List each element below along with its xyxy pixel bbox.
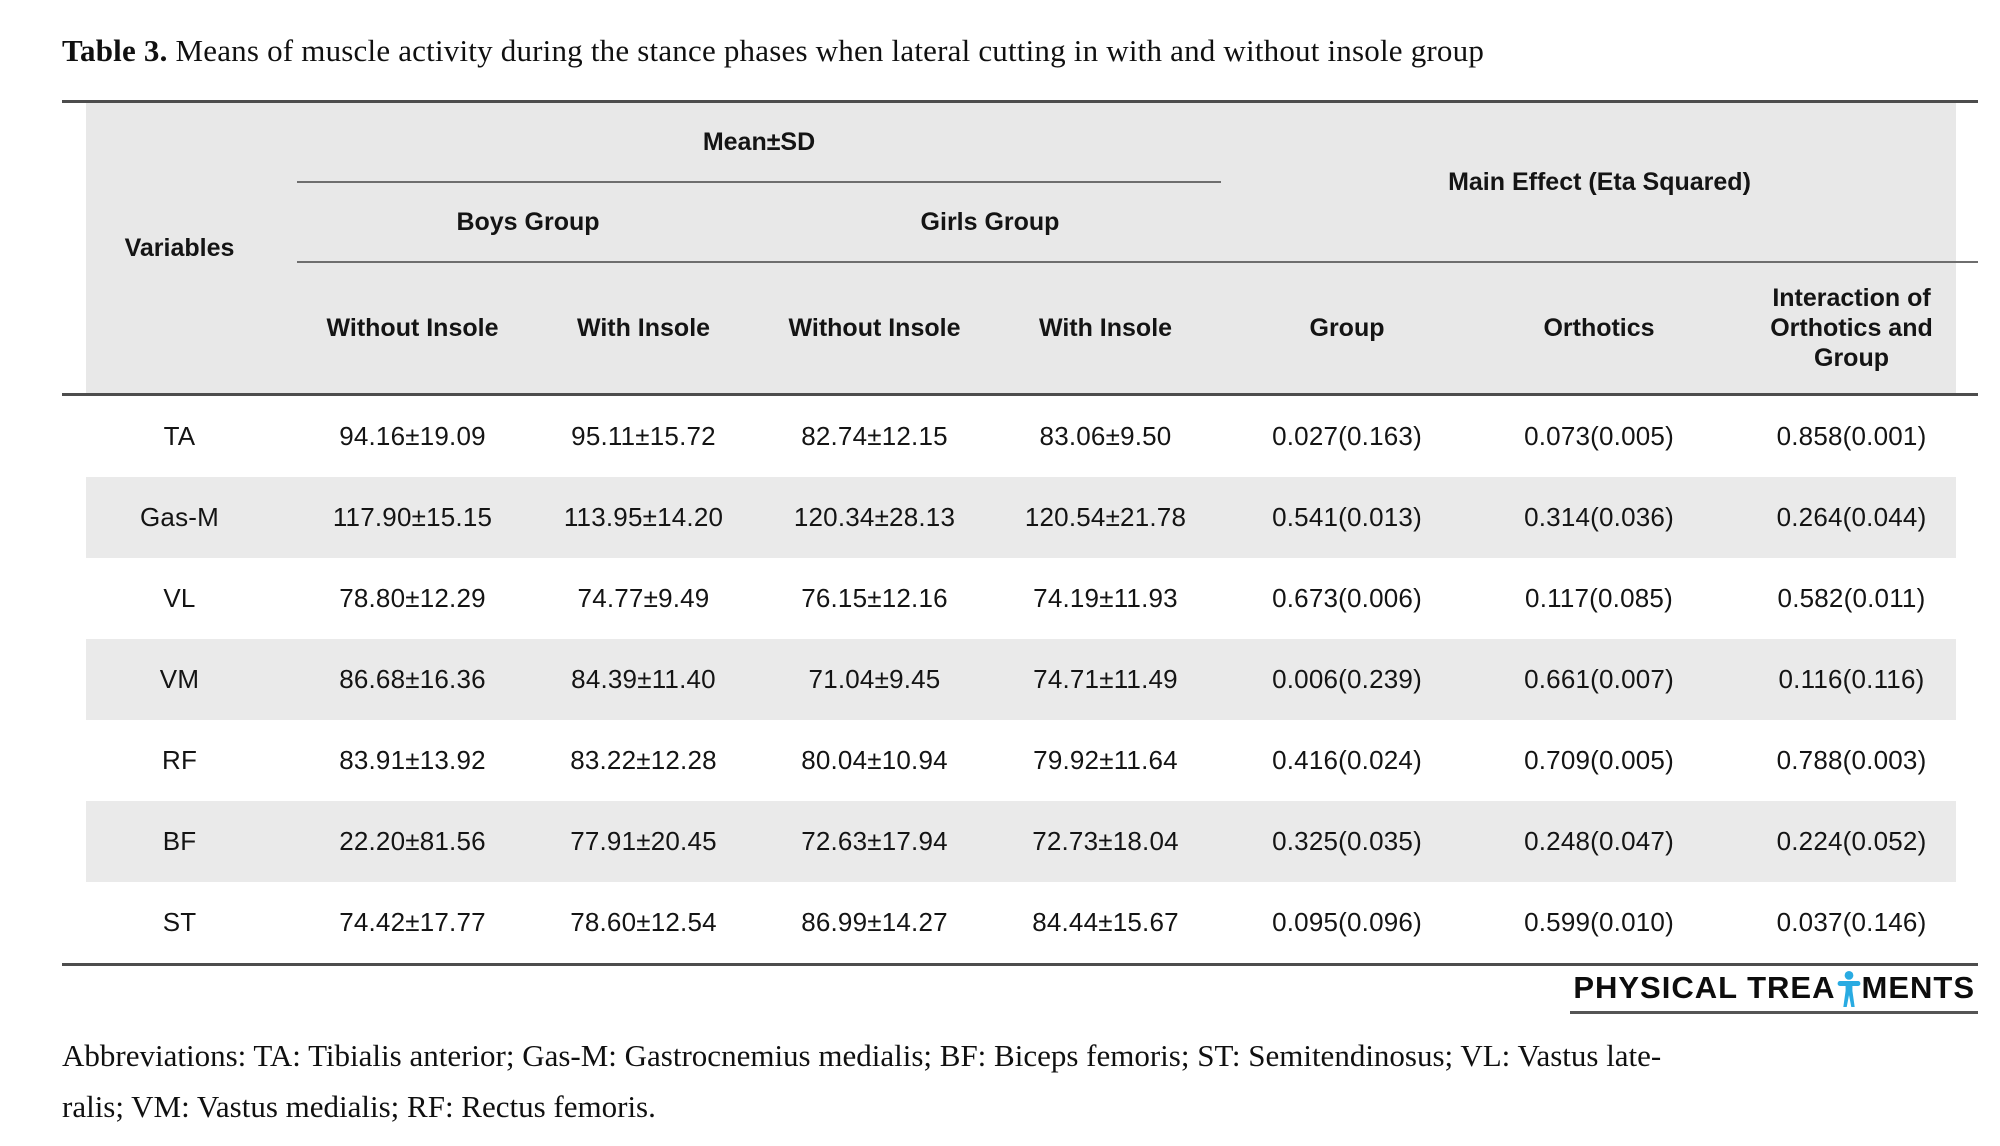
table-row: TA 94.16±19.09 95.11±15.72 82.74±12.15 8… xyxy=(62,396,1978,477)
cell-value: 76.15±12.16 xyxy=(801,583,948,613)
header-boys-without-insole: Without Insole xyxy=(326,314,499,342)
logo-text-right: MENTS xyxy=(1861,970,1975,1005)
cell-value: 0.582(0.011) xyxy=(1777,583,1926,613)
cell-value: 0.095(0.096) xyxy=(1272,907,1422,937)
cell-value: 0.117(0.085) xyxy=(1525,583,1673,613)
cell-value: 0.224(0.052) xyxy=(1776,826,1927,856)
cell-value: 74.77±9.49 xyxy=(577,583,710,613)
cell-value: 78.80±12.29 xyxy=(339,583,486,613)
cell-value: 74.71±11.49 xyxy=(1033,664,1178,694)
cell-value: 0.661(0.007) xyxy=(1524,664,1674,694)
table-row: ST 74.42±17.77 78.60±12.54 86.99±14.27 8… xyxy=(62,882,1978,963)
cell-value: 78.60±12.54 xyxy=(570,907,717,937)
cell-value: 86.68±16.36 xyxy=(339,664,486,694)
cell-variable: RF xyxy=(161,745,198,775)
table-row: VM 86.68±16.36 84.39±11.40 71.04±9.45 74… xyxy=(62,639,1978,720)
human-figure-icon xyxy=(1837,971,1860,1007)
cell-value: 74.19±11.93 xyxy=(1033,583,1178,613)
cell-value: 0.709(0.005) xyxy=(1524,745,1674,775)
table-body: TA 94.16±19.09 95.11±15.72 82.74±12.15 8… xyxy=(62,396,1978,963)
cell-variable: TA xyxy=(163,421,196,451)
cell-value: 84.44±15.67 xyxy=(1032,907,1179,937)
cell-value: 22.20±81.56 xyxy=(339,826,486,856)
cell-value: 83.22±12.28 xyxy=(570,745,717,775)
abbreviations-note: Abbreviations: TA: Tibialis anterior; Ga… xyxy=(62,1030,1948,1132)
header-effect-interaction: Interaction of Orthotics and Group xyxy=(1770,284,1933,372)
abbreviations-line-1: Abbreviations: TA: Tibialis anterior; Ga… xyxy=(62,1038,1662,1073)
cell-value: 0.541(0.013) xyxy=(1272,502,1422,532)
header-boys-group: Boys Group xyxy=(297,183,759,263)
table-row: VL 78.80±12.29 74.77±9.49 76.15±12.16 74… xyxy=(62,558,1978,639)
cell-variable: BF xyxy=(162,826,197,856)
cell-value: 0.599(0.010) xyxy=(1524,907,1674,937)
header-effect-group: Group xyxy=(1309,314,1385,342)
header-girls-group: Girls Group xyxy=(759,183,1221,263)
cell-value: 120.54±21.78 xyxy=(1024,502,1187,532)
header-effect-orthotics: Orthotics xyxy=(1543,314,1655,342)
table-caption-text: Means of muscle activity during the stan… xyxy=(167,33,1485,68)
cell-value: 0.006(0.239) xyxy=(1272,664,1422,694)
cell-value: 120.34±28.13 xyxy=(793,502,956,532)
data-table: Variables Mean±SD Main Effect (Eta Squar… xyxy=(62,100,1978,966)
table-row: BF 22.20±81.56 77.91±20.45 72.63±17.94 7… xyxy=(62,801,1978,882)
cell-value: 72.73±18.04 xyxy=(1032,826,1179,856)
cell-value: 0.416(0.024) xyxy=(1272,745,1422,775)
table-caption-label: Table 3. xyxy=(62,33,168,68)
cell-value: 83.06±9.50 xyxy=(1039,421,1172,451)
abbreviations-line-2: ralis; VM: Vastus medialis; RF: Rectus f… xyxy=(62,1089,656,1124)
table-header: Variables Mean±SD Main Effect (Eta Squar… xyxy=(62,103,1978,396)
cell-value: 80.04±10.94 xyxy=(801,745,948,775)
cell-value: 82.74±12.15 xyxy=(801,421,948,451)
logo-text-left: PHYSICAL TREA xyxy=(1573,970,1836,1005)
cell-value: 117.90±15.15 xyxy=(332,502,493,532)
cell-value: 113.95±14.20 xyxy=(563,502,724,532)
cell-variable: Gas-M xyxy=(140,502,219,532)
cell-value: 0.027(0.163) xyxy=(1272,421,1422,451)
cell-value: 84.39±11.40 xyxy=(571,664,716,694)
header-boys-with-insole: With Insole xyxy=(576,314,711,342)
cell-variable: VL xyxy=(163,583,196,613)
table-row: Gas-M 117.90±15.15 113.95±14.20 120.34±2… xyxy=(62,477,1978,558)
header-main-effect: Main Effect (Eta Squared) xyxy=(1221,103,1978,263)
journal-logo-row: PHYSICAL TREA MENTS xyxy=(62,969,1978,1014)
cell-value: 0.037(0.146) xyxy=(1776,907,1927,937)
header-mean-sd: Mean±SD xyxy=(297,103,1221,183)
cell-value: 0.314(0.036) xyxy=(1524,502,1674,532)
header-girls-without-insole: Without Insole xyxy=(788,314,961,342)
header-girls-with-insole: With Insole xyxy=(1038,314,1173,342)
cell-variable: ST xyxy=(162,907,197,937)
physical-treatments-logo: PHYSICAL TREA MENTS xyxy=(1570,969,1978,1014)
cell-value: 94.16±19.09 xyxy=(339,421,486,451)
cell-value: 74.42±17.77 xyxy=(339,907,486,937)
header-variables: Variables xyxy=(124,234,235,262)
cell-value: 0.116(0.116) xyxy=(1778,664,1925,694)
cell-value: 72.63±17.94 xyxy=(801,826,948,856)
cell-value: 77.91±20.45 xyxy=(570,826,717,856)
cell-value: 0.248(0.047) xyxy=(1524,826,1674,856)
table-caption: Table 3. Means of muscle activity during… xyxy=(62,28,1938,74)
cell-value: 83.91±13.92 xyxy=(339,745,486,775)
cell-value: 0.858(0.001) xyxy=(1776,421,1927,451)
cell-value: 71.04±9.45 xyxy=(808,664,941,694)
cell-value: 0.673(0.006) xyxy=(1272,583,1422,613)
cell-value: 79.92±11.64 xyxy=(1033,745,1178,775)
cell-value: 0.073(0.005) xyxy=(1524,421,1674,451)
cell-value: 86.99±14.27 xyxy=(801,907,948,937)
table-row: RF 83.91±13.92 83.22±12.28 80.04±10.94 7… xyxy=(62,720,1978,801)
cell-value: 95.11±15.72 xyxy=(571,421,716,451)
cell-variable: VM xyxy=(159,664,200,694)
cell-value: 0.264(0.044) xyxy=(1776,502,1927,532)
cell-value: 0.788(0.003) xyxy=(1776,745,1927,775)
cell-value: 0.325(0.035) xyxy=(1272,826,1422,856)
